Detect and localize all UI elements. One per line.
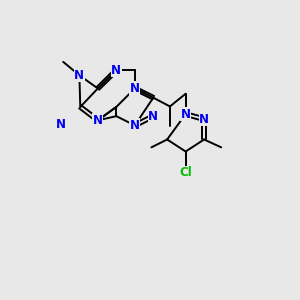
Text: N: N: [148, 110, 158, 123]
Text: N: N: [199, 113, 209, 126]
Text: N: N: [130, 119, 140, 132]
Text: N: N: [74, 69, 84, 82]
Text: N: N: [111, 64, 121, 77]
Text: N: N: [130, 82, 140, 95]
Text: Cl: Cl: [179, 166, 192, 179]
Text: N: N: [56, 118, 66, 131]
Text: N: N: [181, 108, 190, 121]
Text: N: N: [93, 114, 103, 127]
